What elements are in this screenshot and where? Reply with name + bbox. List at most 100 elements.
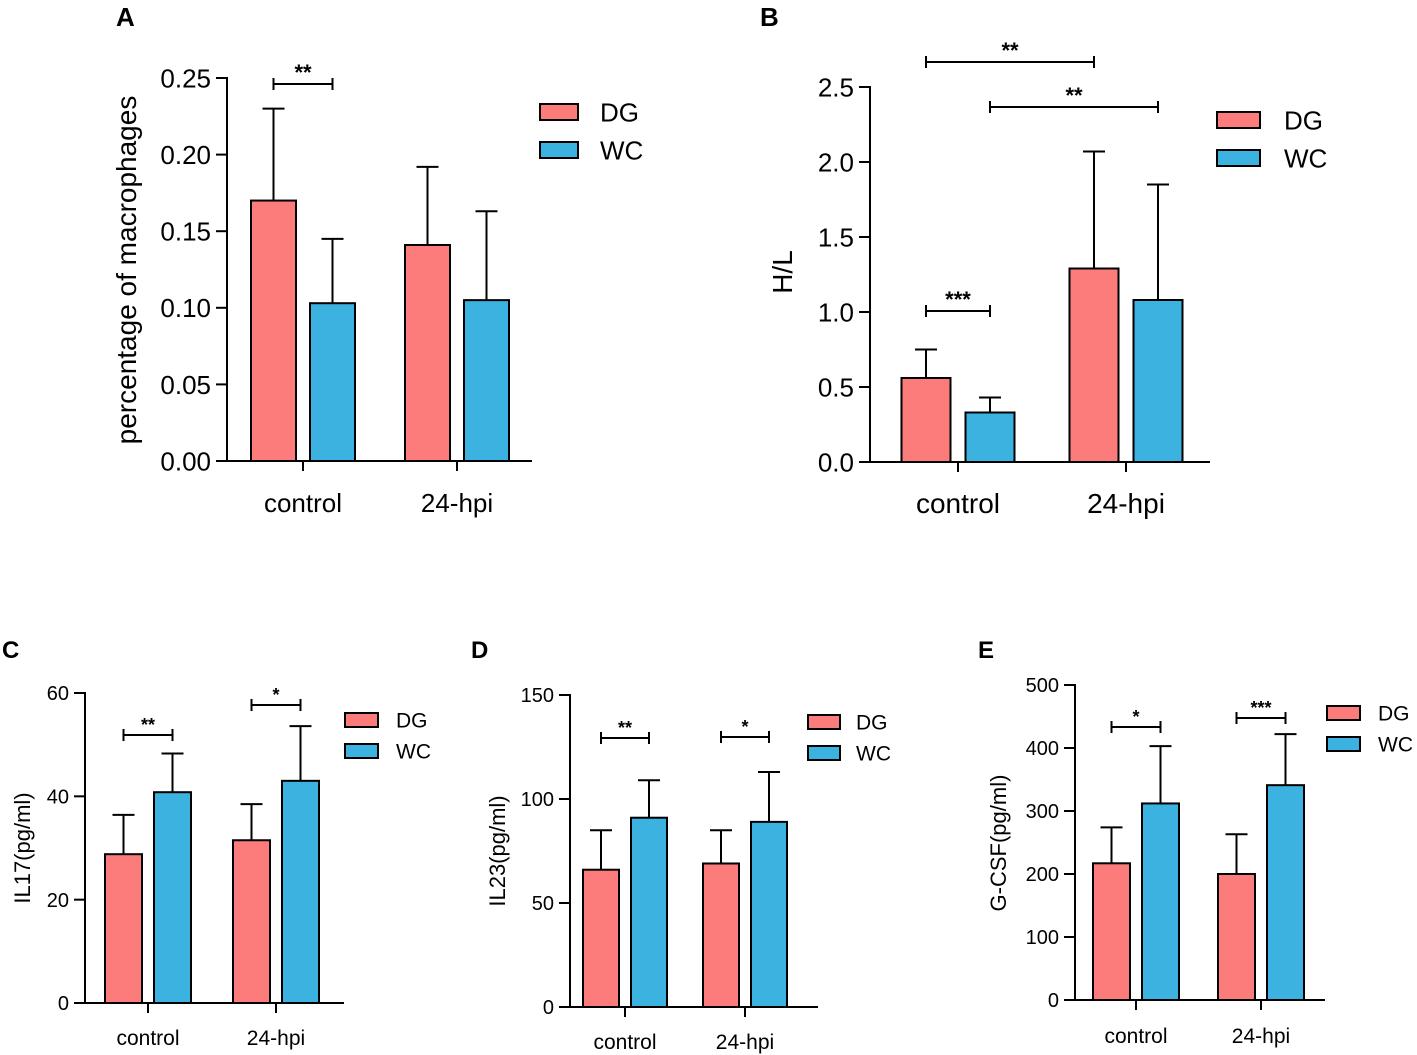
panel-a-ytick-label: 0.00 (160, 446, 211, 476)
panel-b-ytick-label: 2.0 (818, 147, 854, 177)
panel-b-ytick-label: 0.5 (818, 372, 854, 402)
panel-b-category-label: 24-hpi (1087, 488, 1165, 519)
panel-d-legend-swatch-wc (807, 745, 841, 761)
panel-a-ytick-label: 0.20 (160, 140, 211, 170)
panel-a-bar-dg-0 (250, 199, 297, 462)
panel-e-ytick-label: 100 (1026, 927, 1059, 949)
panel-d-ytick-label: 50 (532, 893, 554, 915)
panel-c-ytick-label: 40 (47, 787, 69, 809)
panel-e-legend-label-wc: WC (1378, 734, 1413, 757)
panel-b-sig-label: ** (1001, 38, 1019, 63)
panel-e-legend-label-dg: DG (1378, 703, 1410, 726)
panel-b-y-axis-label: H/L (767, 250, 798, 294)
panel-b-legend-label-dg: DG (1284, 105, 1323, 135)
panel-a-bar-wc-0 (309, 302, 356, 463)
panel-e-ytick-label: 300 (1026, 801, 1059, 823)
panel-a-sig-label: ** (294, 60, 312, 85)
panel-a-ytick-label: 0.05 (160, 370, 211, 400)
panel-c-letter: C (2, 637, 19, 664)
panel-e-bar-wc-0 (1141, 802, 1180, 1001)
panel-e: E 0 100 200 300 400 500 control 24-hpi G-CSF(pg/m… (978, 637, 1413, 1048)
panel-c-category-label: control (116, 1027, 179, 1050)
panel-b-bar-dg-1 (1068, 267, 1120, 463)
panel-c-legend-swatch-wc (344, 743, 379, 759)
panel-d-legend-swatch-dg (807, 714, 841, 730)
panel-b-bar-wc-0 (964, 411, 1016, 463)
panel-b-letter: B (760, 2, 779, 32)
panel-e-category-label: 24-hpi (1232, 1025, 1290, 1048)
panel-c-ytick-label: 20 (47, 890, 69, 912)
panel-c-legend-swatch-dg (344, 712, 379, 728)
panel-b-legend-label-wc: WC (1284, 143, 1327, 173)
panel-e-letter: E (978, 637, 994, 664)
panel-a-ytick-label: 0.15 (160, 217, 211, 247)
panel-c-bar-wc-0 (153, 791, 192, 1005)
panel-e-ytick-label: 200 (1026, 864, 1059, 886)
panel-d-sig-label: ** (618, 718, 632, 738)
panel-a-ytick-label: 0.10 (160, 293, 211, 323)
panel-b-bar-wc-1 (1132, 299, 1184, 463)
panel-b-category-label: control (916, 488, 1000, 519)
panel-d-bar-dg-1 (702, 862, 740, 1008)
panel-b-ytick-label: 1.0 (818, 297, 854, 327)
panel-a-category-label: 24-hpi (421, 488, 493, 518)
panel-d-bar-wc-0 (630, 816, 668, 1008)
panel-e-ytick-label: 0 (1048, 990, 1059, 1012)
panel-b-ytick-label: 2.5 (818, 72, 854, 102)
panel-c-category-label: 24-hpi (247, 1027, 305, 1050)
panel-a-legend-label-wc: WC (600, 135, 643, 165)
panel-a-legend-swatch-dg (539, 103, 579, 121)
panel-c-legend-label-wc: WC (396, 741, 431, 764)
panel-e-ytick-label: 500 (1026, 675, 1059, 697)
panel-a-bar-dg-1 (404, 243, 451, 462)
panel-d-bar-dg-0 (582, 868, 620, 1008)
panel-e-y-axis-label: G-CSF(pg/ml) (986, 775, 1011, 912)
panel-b-sig-label: ** (1065, 83, 1083, 108)
panel-b-legend-swatch-wc (1216, 149, 1261, 167)
panel-a: A 0.00 0.05 0.10 0.15 0.20 0.25 control 24-hpi pe… (111, 2, 643, 518)
panel-d-bar-wc-1 (750, 820, 788, 1008)
panel-d-ytick-label: 150 (521, 685, 554, 707)
panel-c-ytick-label: 60 (47, 683, 69, 705)
panel-b-sig-label: *** (945, 287, 971, 312)
panel-a-legend-swatch-wc (539, 141, 579, 159)
panel-e-category-label: control (1104, 1025, 1167, 1048)
panel-c-bar-dg-0 (104, 853, 143, 1005)
panel-e-bar-dg-0 (1092, 862, 1131, 1001)
panel-d-legend-label-wc: WC (856, 743, 891, 766)
panel-b-bar-dg-0 (900, 377, 952, 463)
panel-a-y-axis-label: percentage of macrophages (111, 96, 142, 445)
panel-a-letter: A (116, 2, 135, 32)
panel-d-letter: D (471, 637, 488, 664)
panel-b-legend-swatch-dg (1216, 111, 1261, 129)
panel-d-ytick-label: 0 (543, 997, 554, 1019)
panel-c-sig-label: ** (141, 715, 155, 735)
panel-d-category-label: control (593, 1031, 656, 1054)
panel-e-legend-swatch-wc (1326, 736, 1361, 752)
panel-b-ytick-label: 0.0 (818, 447, 854, 477)
panel-c-bar-dg-1 (232, 839, 271, 1004)
panel-c-y-axis-label: IL17(pg/ml) (10, 792, 35, 903)
panel-d-ytick-label: 100 (521, 789, 554, 811)
panel-e-sig-label: * (1132, 707, 1139, 727)
panel-a-legend-label-dg: DG (600, 97, 639, 127)
panel-d-legend-label-dg: DG (856, 712, 888, 735)
panel-b-ytick-label: 1.5 (818, 222, 854, 252)
panel-c-ytick-label: 0 (58, 993, 69, 1015)
panel-e-legend-swatch-dg (1326, 705, 1361, 721)
panel-e-bar-dg-1 (1217, 873, 1256, 1001)
panel-a-ytick-label: 0.25 (160, 63, 211, 93)
panel-d-y-axis-label: IL23(pg/ml) (485, 795, 510, 906)
panel-e-bar-wc-1 (1266, 784, 1305, 1001)
panel-c-bar-wc-1 (281, 779, 320, 1004)
panel-d-sig-label: * (741, 717, 748, 737)
panel-a-category-label: control (264, 488, 342, 518)
panel-d-category-label: 24-hpi (716, 1031, 774, 1054)
panel-e-sig-label: *** (1250, 698, 1271, 718)
panel-e-ytick-label: 400 (1026, 738, 1059, 760)
panel-c-legend-label-dg: DG (396, 710, 428, 733)
